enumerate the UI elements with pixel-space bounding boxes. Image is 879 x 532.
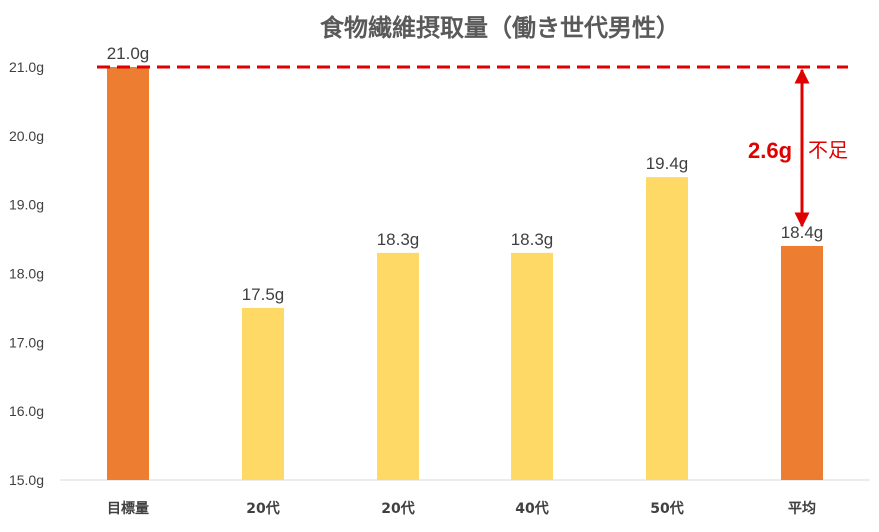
x-tick-label: 40代 xyxy=(515,500,548,517)
bar xyxy=(107,67,149,480)
y-tick-label: 19.0g xyxy=(9,197,44,213)
x-tick-label: 20代 xyxy=(381,500,414,517)
bar-value-label: 21.0g xyxy=(107,44,150,63)
bar-value-label: 18.4g xyxy=(781,223,824,242)
x-axis: 目標量 20代 20代 40代 50代 平均 xyxy=(107,500,816,517)
x-tick-label: 目標量 xyxy=(107,500,149,517)
bar xyxy=(511,252,553,480)
y-axis: 15.0g 16.0g 17.0g 18.0g 19.0g 20.0g 21.0g xyxy=(9,59,44,488)
y-tick-label: 21.0g xyxy=(9,59,44,75)
shortfall-label: 不足 xyxy=(808,138,848,162)
bar xyxy=(242,307,284,480)
bar xyxy=(781,245,823,480)
bar xyxy=(646,177,688,480)
bar-value-label: 19.4g xyxy=(646,154,689,173)
y-tick-label: 18.0g xyxy=(9,266,44,282)
y-tick-label: 20.0g xyxy=(9,128,44,144)
shortfall-value: 2.6g xyxy=(748,138,792,163)
bars: 21.0g 17.5g 18.3g 18.3g 19.4g 18.4g xyxy=(107,44,824,480)
chart-title: 食物繊維摂取量（働き世代男性） xyxy=(320,14,680,42)
bar-value-label: 17.5g xyxy=(242,285,285,304)
x-tick-label: 20代 xyxy=(246,500,279,517)
bar-value-label: 18.3g xyxy=(511,230,554,249)
x-tick-label: 平均 xyxy=(788,500,816,517)
y-tick-label: 17.0g xyxy=(9,334,44,350)
y-tick-label: 16.0g xyxy=(9,403,44,419)
y-tick-label: 15.0g xyxy=(9,472,44,488)
bar xyxy=(377,252,419,480)
bar-value-label: 18.3g xyxy=(377,230,420,249)
x-tick-label: 50代 xyxy=(650,500,683,517)
